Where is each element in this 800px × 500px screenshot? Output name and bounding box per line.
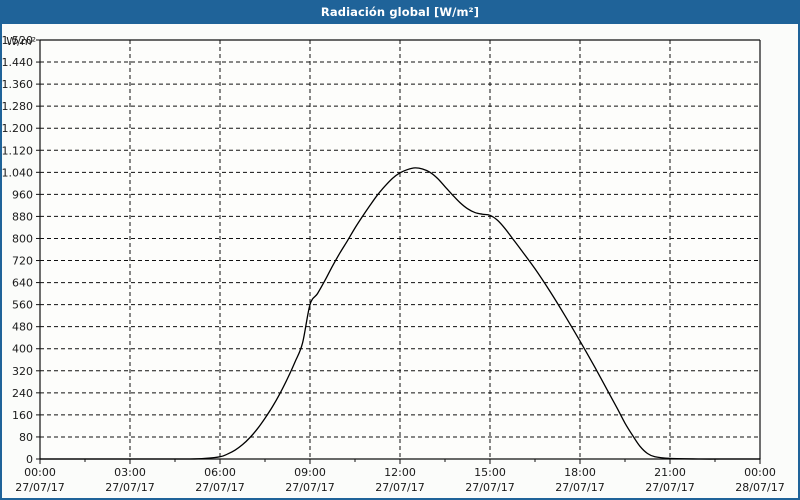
x-axis-time-label: 15:00	[474, 466, 506, 479]
x-axis-date-label: 27/07/17	[285, 481, 334, 494]
x-axis-time-label: 06:00	[204, 466, 236, 479]
y-axis-tick-label: 1.280	[2, 100, 34, 113]
y-axis-tick-label: 880	[12, 210, 33, 223]
x-axis-date-label: 27/07/17	[105, 481, 154, 494]
x-axis-date-label: 27/07/17	[645, 481, 694, 494]
series-line-radiacion-global	[39, 167, 761, 460]
y-axis-tick-label: 480	[12, 321, 33, 334]
window-title: Radiación global [W/m²]	[320, 5, 480, 19]
y-axis-tick-label: 1.360	[2, 78, 34, 91]
window-title-bar: Radiación global [W/m²]	[0, 0, 800, 24]
x-axis-time-label: 00:00	[744, 466, 776, 479]
y-axis-tick-label: 1.440	[2, 56, 34, 69]
x-axis-time-label: 03:00	[114, 466, 146, 479]
x-axis-time-label: 09:00	[294, 466, 326, 479]
y-axis-unit-label: W/m²	[6, 35, 36, 48]
y-axis-tick-label: 560	[12, 299, 33, 312]
y-axis-tick-label: 1.200	[2, 122, 34, 135]
x-axis-time-label: 21:00	[654, 466, 686, 479]
data-series-group	[39, 167, 761, 460]
x-axis-labels: 00:00 27/07/17 03:00 27/07/17 06:00 27/07/17 0…	[15, 466, 784, 494]
x-axis-date-label: 27/07/17	[375, 481, 424, 494]
y-axis-tick-label: 1.120	[2, 144, 34, 157]
y-axis-tick-label: 0	[26, 453, 33, 466]
x-axis-date-label: 27/07/17	[15, 481, 64, 494]
y-axis-labels: 1.520 1.440 1.360 1.280 1.200 1.120 1.040 960 88…	[2, 34, 34, 466]
x-axis-date-label: 27/07/17	[555, 481, 604, 494]
y-axis-tick-label: 320	[12, 365, 33, 378]
x-axis-date-label: 28/07/17	[735, 481, 784, 494]
y-axis-tick-label: 960	[12, 188, 33, 201]
y-axis-tick-label: 240	[12, 387, 33, 400]
y-axis-ticks	[36, 39, 40, 460]
y-axis-tick-label: 800	[12, 232, 33, 245]
x-axis-date-label: 27/07/17	[465, 481, 514, 494]
y-axis-tick-label: 1.040	[2, 166, 34, 179]
y-axis-tick-label: 640	[12, 277, 33, 290]
plot-background	[40, 40, 760, 459]
x-axis-date-label: 27/07/17	[195, 481, 244, 494]
y-axis-tick-label: 80	[19, 431, 33, 444]
y-axis-tick-label: 400	[12, 343, 33, 356]
x-axis-time-label: 00:00	[24, 466, 56, 479]
x-axis-time-label: 18:00	[564, 466, 596, 479]
y-axis-tick-label: 1.520	[2, 34, 34, 47]
x-axis-time-label: 12:00	[384, 466, 416, 479]
y-axis-tick-label: 160	[12, 409, 33, 422]
x-axis-ticks	[39, 459, 761, 464]
y-axis-tick-label: 720	[12, 255, 33, 268]
